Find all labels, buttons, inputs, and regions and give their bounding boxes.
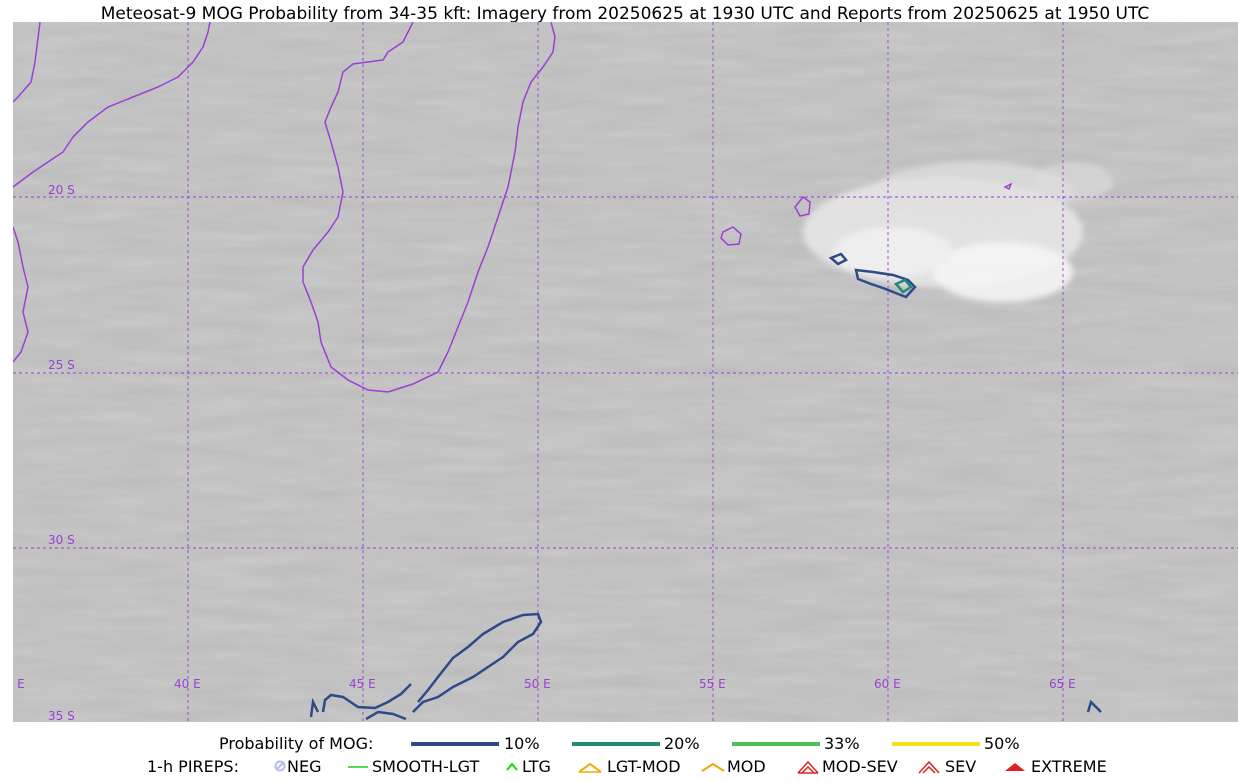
pirep-ltg-label: LTG bbox=[522, 757, 551, 776]
pireps-legend-title: 1-h PIREPS: bbox=[147, 757, 239, 776]
coastlines bbox=[13, 22, 1013, 393]
africa-south-coastline bbox=[13, 226, 29, 363]
chart-title: Meteosat-9 MOG Probability from 34-35 kf… bbox=[100, 4, 1150, 24]
rodrigues-coastline bbox=[1003, 182, 1013, 191]
lat-labels: 20 S 25 S 30 S 35 S bbox=[48, 183, 75, 722]
lon-label: 40 E bbox=[174, 677, 201, 691]
lat-label: 20 S bbox=[48, 183, 75, 197]
lgt-mod-caret-icon bbox=[578, 762, 602, 773]
prob10-contour-south bbox=[309, 612, 1102, 721]
madagascar-coastline bbox=[302, 22, 556, 393]
cloud-mass bbox=[803, 162, 1113, 302]
lon-label: 60 E bbox=[874, 677, 901, 691]
pirep-extreme-label: EXTREME bbox=[1031, 757, 1107, 776]
pirep-lgt-mod-label: LGT-MOD bbox=[607, 757, 681, 776]
prob10-swatch bbox=[411, 742, 499, 746]
ltg-caret-icon bbox=[506, 762, 518, 771]
smooth-line-icon bbox=[348, 766, 368, 768]
pirep-sev-label: SEV bbox=[945, 757, 977, 776]
pireps-legend: 1-h PIREPS: NEG SMOOTH-LGT LTG LGT-MOD M… bbox=[0, 757, 1250, 777]
lat-label: 30 S bbox=[48, 533, 75, 547]
prob50-label: 50% bbox=[984, 734, 1020, 753]
mod-caret-icon bbox=[701, 762, 725, 772]
probability-legend: Probability of MOG: 10% 20% 33% 50% bbox=[0, 734, 1250, 754]
probability-legend-title: Probability of MOG: bbox=[219, 734, 374, 753]
prob33-swatch bbox=[732, 742, 820, 746]
extreme-caret-icon bbox=[1005, 763, 1025, 771]
lon-labels: 35 E 40 E 45 E 50 E 55 E 60 E 65 E bbox=[13, 677, 1076, 691]
lon-label: 55 E bbox=[699, 677, 726, 691]
pirep-smooth-lgt-label: SMOOTH-LGT bbox=[372, 757, 480, 776]
prob10-label: 10% bbox=[504, 734, 540, 753]
pirep-mod-label: MOD bbox=[727, 757, 766, 776]
pirep-neg-label: NEG bbox=[287, 757, 322, 776]
prob33-label: 33% bbox=[824, 734, 860, 753]
satellite-map[interactable]: 35 E 40 E 45 E 50 E 55 E 60 E 65 E 20 S … bbox=[13, 22, 1238, 722]
graticule bbox=[13, 22, 1238, 722]
reunion-coastline bbox=[720, 226, 742, 246]
prob20-contour bbox=[893, 278, 913, 294]
africa-coastline bbox=[13, 22, 211, 188]
lat-label: 25 S bbox=[48, 358, 75, 372]
prob20-label: 20% bbox=[664, 734, 700, 753]
mauritius-coastline bbox=[794, 195, 811, 217]
lon-label: 35 E bbox=[13, 677, 25, 691]
prob50-swatch bbox=[892, 742, 980, 746]
imagery-texture bbox=[13, 22, 1238, 722]
lon-label: 65 E bbox=[1049, 677, 1076, 691]
pirep-mod-sev-label: MOD-SEV bbox=[822, 757, 898, 776]
prob10-contour-main bbox=[854, 268, 917, 299]
lat-label: 35 S bbox=[48, 709, 75, 722]
prob20-swatch bbox=[572, 742, 660, 746]
neg-circle-icon bbox=[274, 760, 286, 772]
sev-caret-icon bbox=[918, 760, 940, 774]
mod-sev-caret-icon bbox=[797, 760, 819, 774]
prob10-contour-east bbox=[828, 252, 848, 266]
prob-contours bbox=[309, 252, 1102, 721]
lon-label: 50 E bbox=[524, 677, 551, 691]
lon-label: 45 E bbox=[349, 677, 376, 691]
